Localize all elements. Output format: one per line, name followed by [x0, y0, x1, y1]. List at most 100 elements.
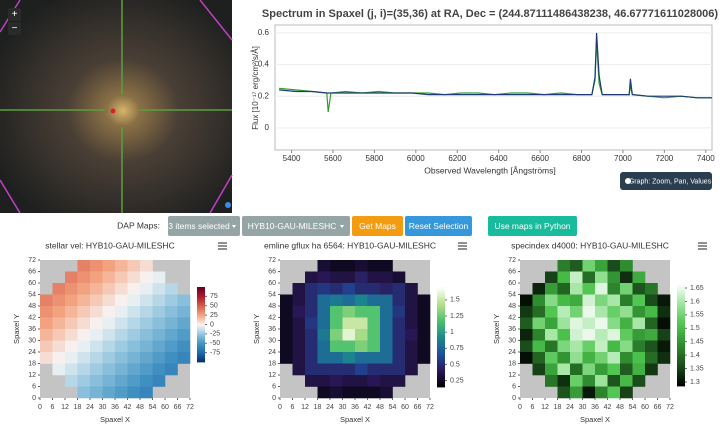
colorbar-segment: [197, 337, 205, 340]
map-cell: [317, 329, 331, 341]
map-cell: [607, 363, 621, 376]
info-icon[interactable]: [625, 178, 631, 184]
colorbar-segment: [677, 352, 685, 356]
map-cell: [40, 329, 53, 341]
map-cell: [620, 386, 633, 399]
y-tick-label: 24: [268, 349, 276, 356]
map-cell: [620, 340, 633, 353]
map-cell: [520, 329, 533, 341]
caret[interactable]: [340, 225, 344, 228]
y-tick-label: 48: [268, 303, 276, 310]
map-cell: [632, 340, 646, 353]
map-cell: [177, 340, 191, 353]
map-cell: [657, 306, 671, 318]
colorbar-segment: [437, 307, 445, 310]
items-dropdown[interactable]: [168, 216, 240, 236]
map-cell: [52, 340, 66, 353]
map-cell: [645, 329, 658, 341]
map-cell: [392, 317, 406, 330]
map-cell: [392, 375, 406, 387]
map-cell: [305, 329, 318, 341]
map-cell: [317, 375, 331, 387]
colorbar-segment: [437, 382, 445, 385]
y-axis-label: Spaxel Y: [492, 314, 501, 344]
reset-label[interactable]: Reset Selection: [409, 221, 469, 231]
map-cell: [127, 340, 141, 353]
map-cell: [115, 271, 128, 284]
y-tick-label: 42: [28, 314, 36, 321]
zoom-in[interactable]: [8, 8, 21, 21]
map-cell: [292, 352, 306, 364]
map-cell: [570, 294, 583, 307]
map-cell: [570, 340, 583, 353]
zoom-in-label[interactable]: +: [12, 9, 18, 20]
get-maps-button[interactable]: [352, 216, 403, 236]
map-cell: [115, 352, 128, 364]
map-cell: [127, 271, 141, 284]
y-tick-label: 48: [508, 303, 516, 310]
colorbar-segment: [677, 357, 685, 361]
map-cell: [380, 294, 393, 307]
map-cell: [532, 294, 546, 307]
map-cell: [607, 386, 621, 399]
map-cell: [52, 283, 66, 295]
reset-button[interactable]: [405, 216, 472, 236]
colorbar-segment: [677, 309, 685, 313]
map-cell: [657, 317, 671, 330]
colorbar-segment: [437, 334, 445, 338]
map-cell: [52, 329, 66, 341]
map-cell: [392, 352, 406, 364]
graph-button[interactable]: [620, 172, 712, 190]
map-cell: [152, 352, 166, 364]
colorbar-segment: [677, 291, 685, 295]
map-cell: [595, 283, 608, 295]
map-cell: [392, 363, 406, 376]
colorbar-segment: [197, 326, 205, 329]
map-cell: [582, 386, 596, 399]
binning-dropdown[interactable]: [242, 216, 350, 236]
map-cell: [317, 271, 331, 284]
map-cell: [115, 260, 128, 272]
graph-button-label[interactable]: Graph: Zoom, Pan, Values: [629, 178, 712, 185]
colorbar-segment: [197, 339, 205, 342]
map-cell: [140, 294, 153, 307]
map-cell: [90, 271, 103, 284]
map-cell: [317, 363, 331, 376]
colorbar-segment: [197, 333, 205, 337]
colorbar-segment: [677, 347, 685, 351]
x-tick-label: 48: [376, 404, 384, 411]
colorbar-segment: [437, 332, 445, 335]
map-cell: [645, 283, 658, 295]
map-cell: [632, 294, 646, 307]
colorbar-segment: [197, 318, 205, 322]
map-cell: [620, 306, 633, 318]
colorbar-segment: [437, 342, 445, 345]
colorbar-segment: [197, 300, 205, 303]
map-cell: [632, 271, 646, 284]
map-cell: [102, 317, 116, 330]
map-cell: [545, 317, 558, 330]
binning-dropdown-label[interactable]: HYB10-GAU-MILESHC: [248, 221, 337, 231]
zoom-out-label[interactable]: −: [12, 23, 18, 34]
map-cell: [330, 260, 343, 272]
python-button[interactable]: [488, 216, 577, 236]
zoom-out[interactable]: [8, 22, 21, 35]
colorbar-segment: [437, 294, 445, 298]
caret[interactable]: [232, 225, 236, 228]
map-cell: [140, 386, 153, 399]
map-cell: [342, 260, 356, 272]
colorbar-segment: [197, 298, 205, 301]
map-cell: [520, 317, 533, 330]
map-cell: [165, 306, 178, 318]
map-cell: [405, 317, 418, 330]
get-maps-label[interactable]: Get Maps: [359, 221, 396, 231]
map-cell: [557, 340, 571, 353]
map-cell: [165, 352, 178, 364]
x-tick-label: 72: [426, 404, 434, 411]
items-dropdown-label[interactable]: 3 items selected: [168, 221, 230, 231]
map-cell: [582, 329, 596, 341]
python-label[interactable]: Use maps in Python: [494, 221, 570, 231]
colorbar-tick-label: 0: [210, 321, 214, 328]
map-cell: [645, 340, 658, 353]
